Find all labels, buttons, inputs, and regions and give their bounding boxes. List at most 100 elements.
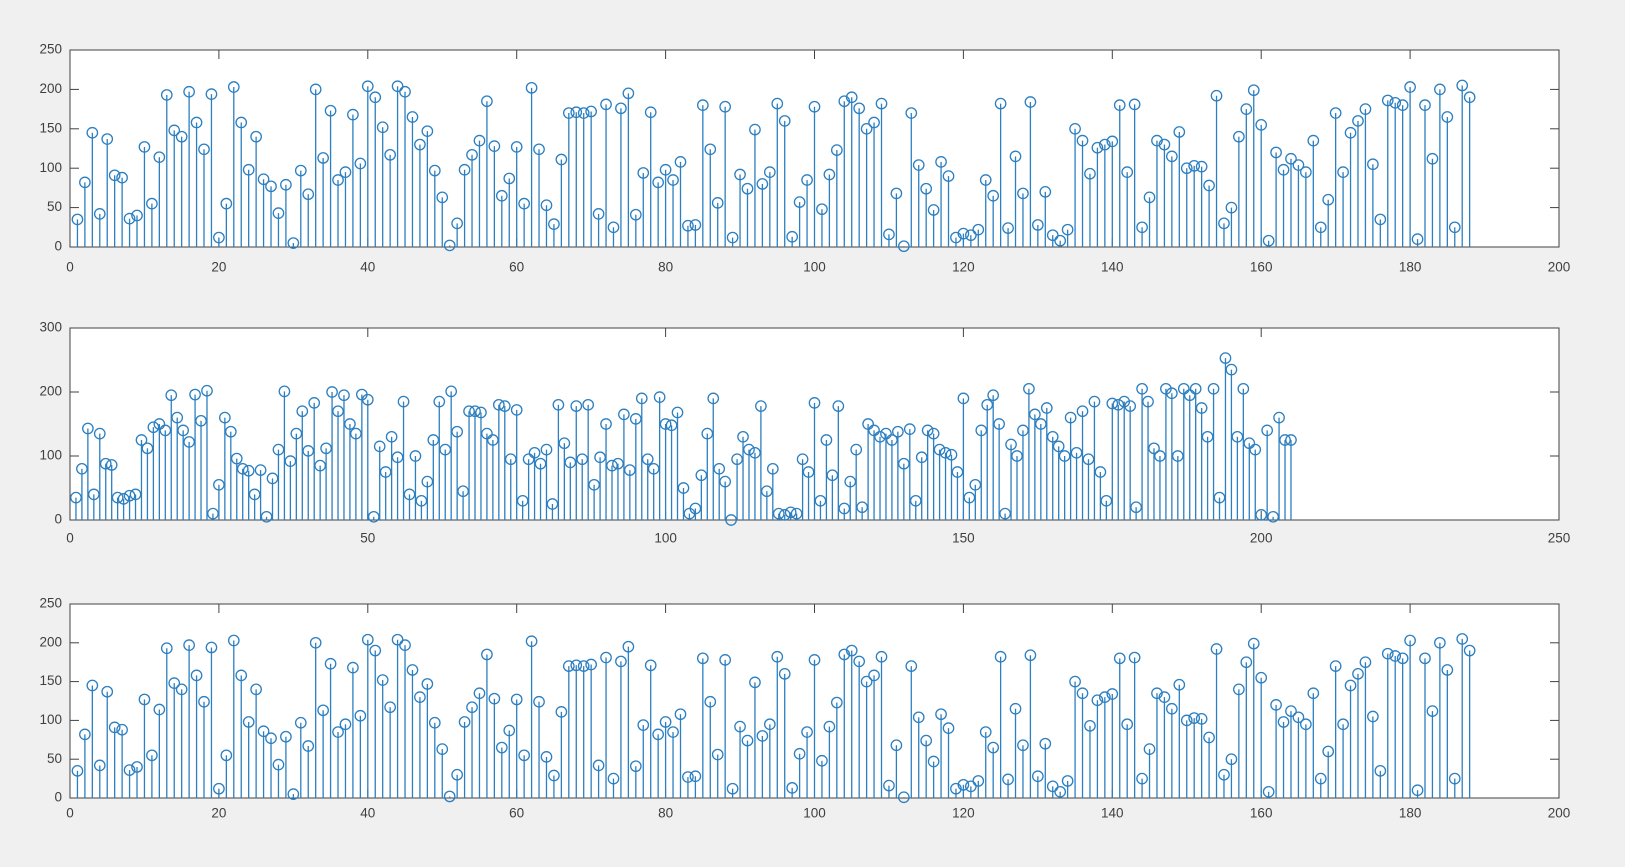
stem-marker	[1124, 400, 1137, 412]
stem-marker	[248, 488, 261, 501]
stem-marker	[153, 703, 166, 716]
stem-marker	[1121, 166, 1134, 178]
stem-marker	[379, 466, 392, 478]
stem-marker	[808, 397, 821, 409]
y-tick-label: 50	[47, 751, 62, 766]
y-tick-label: 300	[39, 320, 62, 335]
stem-marker	[1329, 660, 1342, 672]
y-tick-label: 250	[39, 42, 62, 57]
stem-marker	[350, 427, 362, 440]
stem-marker	[257, 725, 270, 738]
stem-marker	[695, 469, 708, 482]
stem-marker	[671, 406, 684, 419]
stem-marker	[79, 176, 91, 189]
stem-marker	[659, 716, 672, 728]
stem-marker	[1158, 138, 1171, 151]
y-tick-label: 250	[39, 596, 62, 611]
y-tick-label: 100	[39, 448, 62, 463]
stem-marker	[749, 446, 761, 459]
stem-marker	[558, 437, 571, 450]
stem-marker	[518, 197, 530, 210]
stem-marker	[406, 664, 419, 676]
stem-marker	[1166, 702, 1178, 715]
stem-marker	[741, 182, 754, 195]
stem-marker	[457, 485, 469, 498]
stem-marker	[592, 208, 605, 220]
stem-marker	[309, 83, 322, 96]
stem-marker	[1262, 234, 1275, 247]
stem-marker	[1240, 656, 1253, 669]
stem-marker	[1099, 138, 1111, 151]
stem-marker	[466, 701, 478, 714]
stem-marker	[451, 425, 463, 438]
stem-marker	[525, 81, 538, 94]
stem-marker	[213, 231, 225, 244]
stem-marker	[82, 422, 94, 435]
stem-marker	[414, 691, 426, 703]
x-tick-label: 200	[1250, 531, 1273, 546]
stem-marker	[1039, 737, 1052, 750]
stem-marker	[868, 669, 880, 682]
stem-marker	[86, 679, 99, 692]
stem-marker	[481, 95, 493, 108]
stem-marker	[838, 95, 851, 108]
stem-marker	[463, 405, 475, 418]
stem-marker	[1243, 437, 1256, 450]
stem-marker	[868, 424, 880, 437]
stem-marker	[473, 687, 486, 700]
stem-marker	[615, 655, 627, 668]
stem-marker	[1032, 770, 1044, 783]
stem-marker	[1359, 103, 1372, 115]
stem-marker	[1255, 671, 1268, 684]
stem-marker	[488, 692, 501, 705]
stem-marker	[1076, 687, 1089, 700]
stem-marker	[361, 393, 374, 406]
stem-marker	[1240, 103, 1253, 115]
stem-marker	[314, 459, 327, 472]
stem-marker	[326, 386, 338, 398]
stem-marker	[637, 167, 650, 179]
stem-marker	[1273, 411, 1285, 424]
stem-marker	[443, 239, 456, 252]
stem-marker	[972, 775, 985, 787]
stem-marker	[856, 501, 868, 514]
stem-marker	[935, 156, 947, 168]
stem-marker	[428, 164, 441, 177]
stem-marker	[912, 711, 925, 724]
stem-marker	[886, 434, 898, 446]
stem-marker	[1463, 644, 1476, 657]
stem-marker	[987, 189, 1000, 202]
stem-marker	[1002, 222, 1014, 234]
stem-marker	[1136, 382, 1148, 395]
x-tick-label: 0	[66, 806, 74, 821]
stem-marker	[921, 424, 934, 437]
stem-marker	[1136, 221, 1148, 234]
stem-marker	[981, 398, 994, 411]
stem-marker	[1426, 152, 1439, 165]
stem-marker	[607, 772, 620, 785]
stem-marker	[540, 443, 553, 456]
stem-marker	[415, 494, 428, 507]
stem-marker	[993, 418, 1005, 430]
stem-marker	[451, 768, 463, 781]
stem-marker	[903, 423, 916, 435]
stem-marker	[302, 740, 315, 752]
stem-marker	[939, 446, 952, 459]
stem-marker	[1002, 773, 1014, 786]
y-tick-label: 200	[39, 81, 62, 96]
x-tick-label: 120	[952, 806, 975, 821]
stem-marker	[1143, 191, 1156, 204]
stem-marker	[1329, 107, 1342, 119]
stem-marker	[1441, 664, 1454, 676]
stem-marker	[344, 418, 356, 430]
stem-marker	[1009, 150, 1022, 163]
stem-marker	[272, 758, 285, 771]
x-tick-label: 60	[509, 260, 524, 275]
stem-marker	[786, 230, 799, 243]
stem-marker	[674, 708, 687, 721]
stem-marker	[1084, 167, 1096, 180]
x-tick-label: 140	[1101, 260, 1124, 275]
x-tick-label: 140	[1101, 806, 1124, 821]
stem-marker	[674, 156, 687, 168]
stem-marker	[838, 648, 851, 661]
